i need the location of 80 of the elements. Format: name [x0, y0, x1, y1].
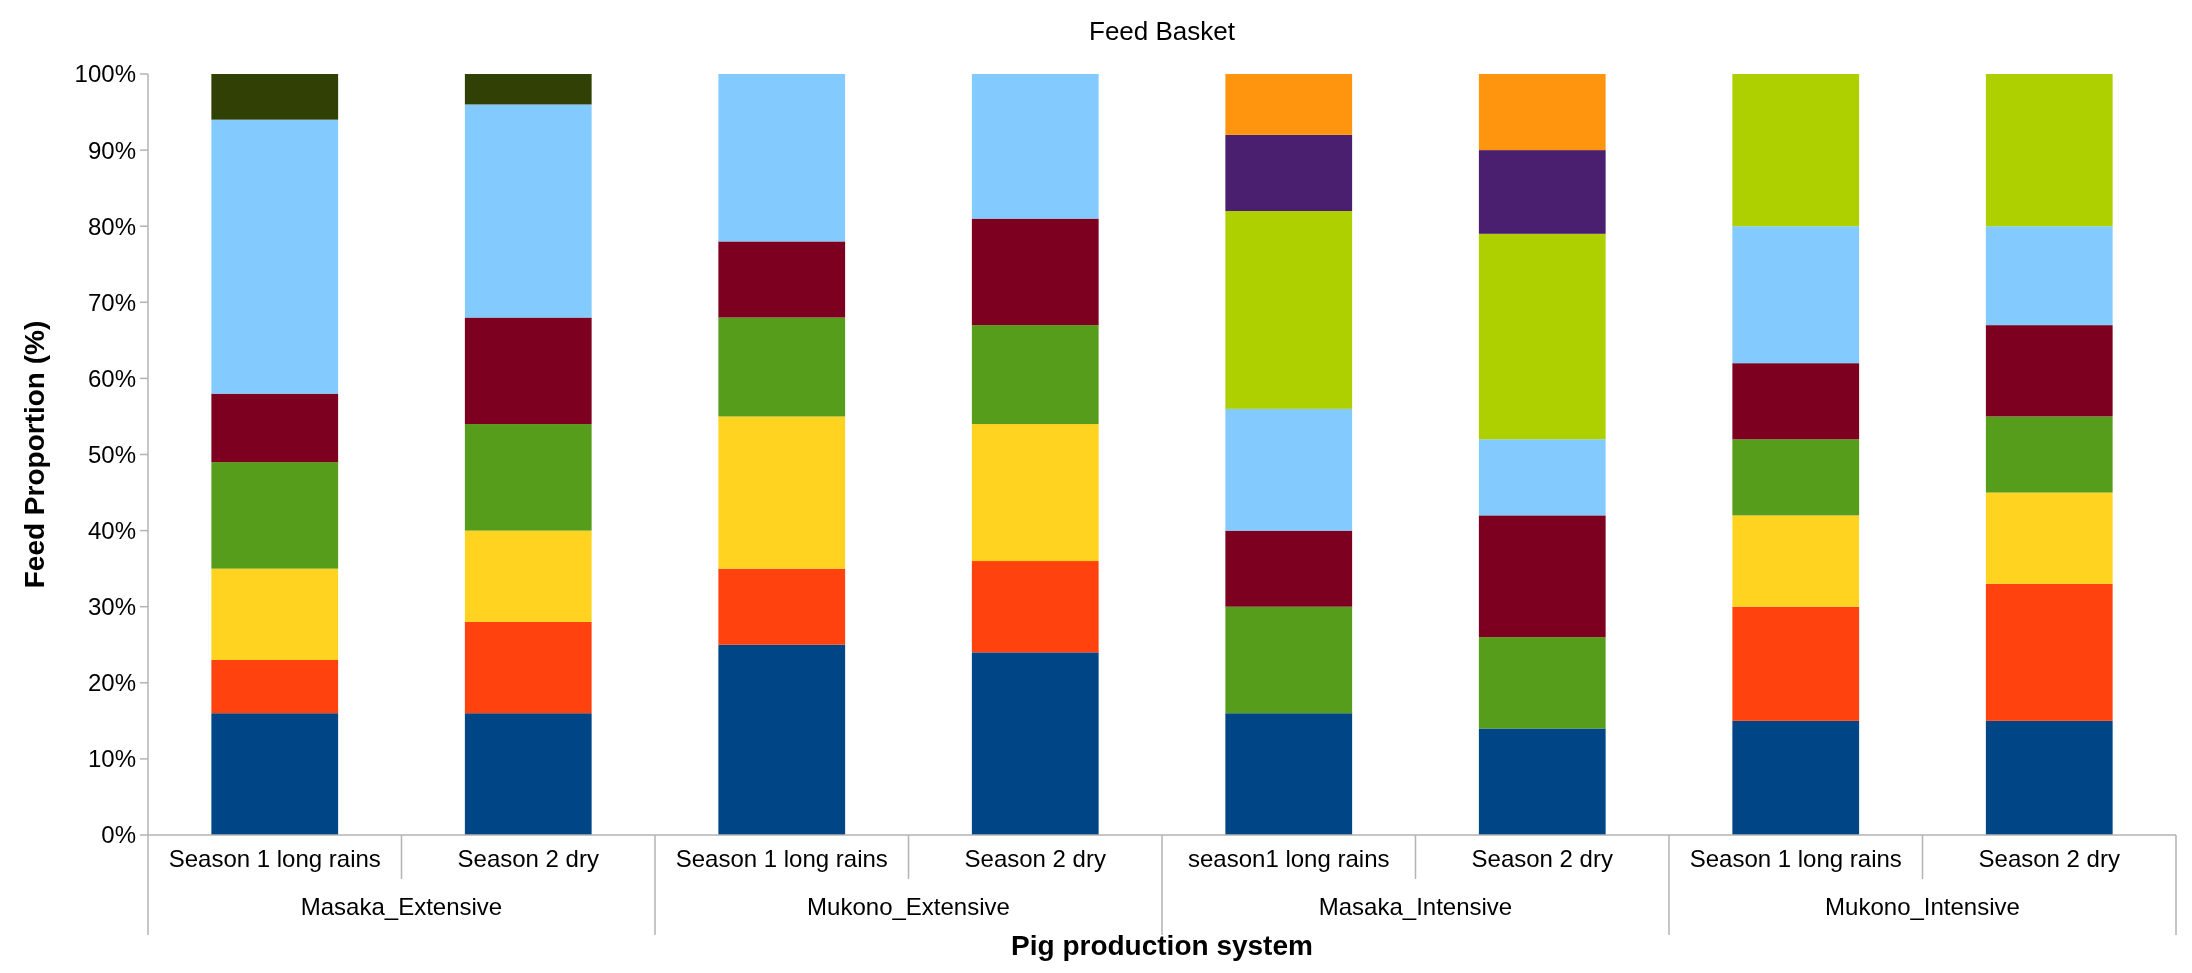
y-tick-label: 0%: [101, 821, 136, 849]
bar: [1985, 492, 2113, 584]
bar: [1225, 408, 1353, 531]
bar: [1225, 713, 1353, 835]
bar: [1732, 720, 1860, 835]
y-tick-label: 70%: [87, 288, 136, 316]
bar: [1478, 439, 1606, 516]
bar: [971, 424, 1099, 562]
y-tick-label: 50%: [87, 440, 136, 468]
bar: [464, 317, 592, 425]
bar: [1225, 530, 1353, 607]
bar: [1732, 363, 1860, 440]
x-tick-label: Season 1 long rains: [1689, 845, 1902, 872]
bar: [464, 713, 592, 835]
bar: [211, 393, 339, 463]
x-axis-title: Pig production system: [1011, 930, 1313, 961]
bar: [211, 119, 339, 394]
bar: [211, 74, 339, 120]
bar: [1225, 606, 1353, 714]
bar: [1478, 233, 1606, 440]
bar: [1732, 74, 1860, 227]
bar: [971, 74, 1099, 219]
y-tick-label: 20%: [87, 669, 136, 697]
bar: [1225, 210, 1353, 409]
y-tick-label: 10%: [87, 745, 136, 773]
bar: [971, 325, 1099, 425]
bar: [211, 713, 339, 835]
bar: [1985, 226, 2113, 326]
bar: [1225, 134, 1353, 211]
bar: [464, 104, 592, 318]
text: Mukono_Intensive: [1825, 893, 2020, 920]
bar: [1985, 74, 2113, 227]
x-tick-label: Season 2 dry: [1978, 845, 2120, 872]
y-tick-label: 80%: [87, 212, 136, 240]
x-tick-label: Season 1 long rains: [168, 845, 381, 872]
y-tick-label: 100%: [74, 60, 136, 88]
bar: [1478, 637, 1606, 729]
x-tick-label: Season 2 dry: [1471, 845, 1613, 872]
bar: [971, 561, 1099, 653]
bar: [718, 74, 846, 242]
bar: [1732, 439, 1860, 516]
bar: [211, 659, 339, 714]
x-tick-label: Season 1 long rains: [675, 845, 888, 872]
bar: [1985, 583, 2113, 721]
bar: [1478, 728, 1606, 835]
y-axis-title: Feed Proportion (%): [19, 320, 50, 589]
bar: [464, 424, 592, 531]
x-tick-label: Season 2 dry: [964, 845, 1106, 872]
text: Masaka_Extensive: [300, 893, 503, 920]
text: Masaka_Intensive: [1318, 893, 1513, 920]
bar: [971, 652, 1099, 835]
bar: [718, 568, 846, 645]
bar: [718, 317, 846, 417]
bar: [718, 241, 846, 318]
bar: [464, 74, 592, 105]
bar: [464, 530, 592, 622]
bar: [1985, 416, 2113, 493]
bar: [211, 568, 339, 660]
bar: [464, 621, 592, 714]
bar: [1732, 606, 1860, 721]
y-tick-label: 60%: [87, 364, 136, 392]
y-tick-label: 30%: [87, 593, 136, 621]
bar: [1478, 150, 1606, 234]
bar: [1225, 74, 1353, 135]
text: Mukono_Extensive: [807, 893, 1010, 920]
bar: [1732, 226, 1860, 364]
bar: [718, 644, 846, 835]
y-tick-label: 40%: [87, 517, 136, 544]
bar: [1478, 74, 1606, 151]
bar: [1985, 325, 2113, 417]
bar: [1732, 515, 1860, 607]
bar: [211, 462, 339, 569]
chart-title: Feed Basket: [1089, 16, 1236, 46]
bar: [718, 416, 846, 569]
bar: [971, 218, 1099, 326]
bar: [1985, 720, 2113, 835]
bar: [1478, 515, 1606, 638]
y-tick-label: 90%: [87, 136, 136, 164]
x-tick-label: season1 long rains: [1188, 845, 1390, 872]
x-tick-label: Season 2 dry: [457, 845, 599, 872]
